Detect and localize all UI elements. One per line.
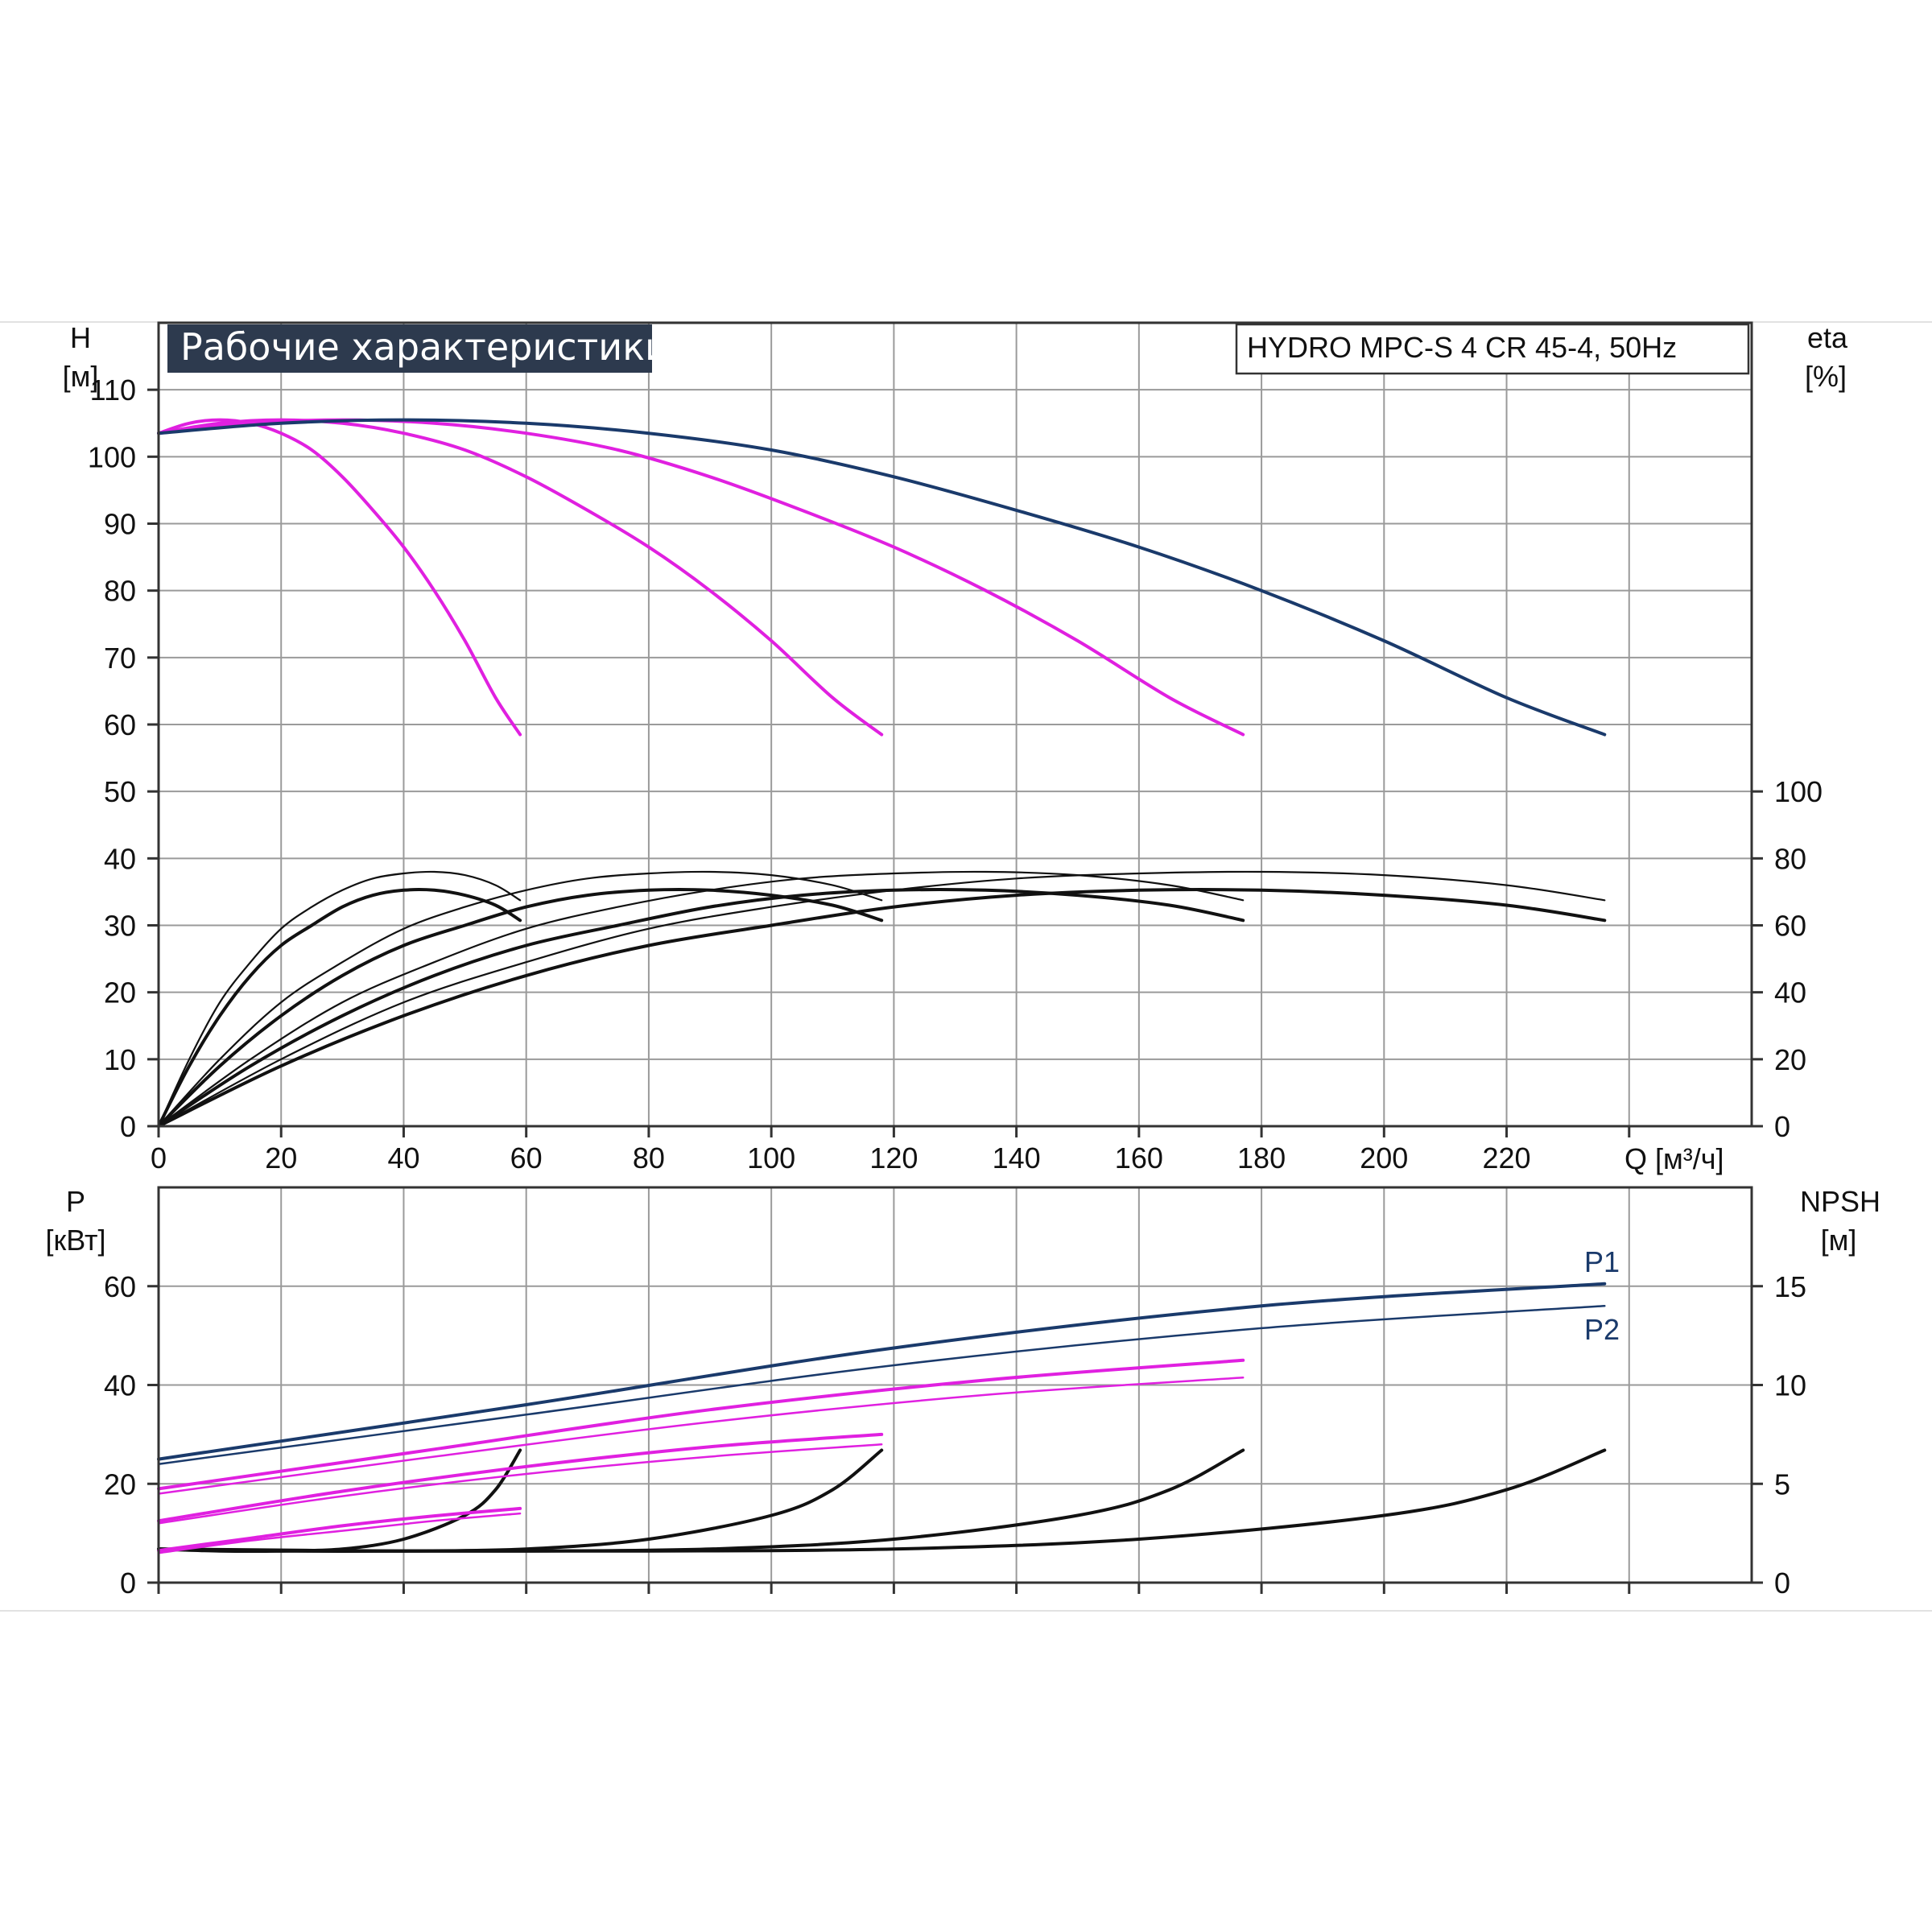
npsh-curve-4	[157, 1448, 1607, 1553]
npsh-tick-label: 15	[1774, 1270, 1806, 1303]
power-curve-p1-3	[157, 1358, 1245, 1491]
x-tick-label: 160	[1115, 1141, 1163, 1174]
series-label-p2: P2	[1584, 1313, 1620, 1346]
y-tick-label: 60	[104, 708, 136, 741]
power-curve-p1-1	[157, 1506, 522, 1553]
lower-ticks: 0 20 40 60 0 5 10 15	[104, 1270, 1806, 1600]
power-tick-label: 40	[104, 1369, 136, 1402]
efficiency-curve-2-lower	[157, 888, 884, 1128]
x-tick-label: 0	[151, 1141, 167, 1174]
power-curve-p2-2	[157, 1443, 883, 1525]
model-box: HYDRO MPC-S 4 CR 45-4, 50Hz	[1235, 323, 1750, 375]
efficiency-curve-1-lower	[157, 888, 522, 1128]
upper-curves	[157, 418, 1607, 1128]
efficiency-curve-1-upper	[157, 870, 522, 1128]
y-axis-symbol: H	[70, 321, 91, 354]
head-curve-4	[157, 418, 1607, 737]
head-curve-1	[157, 418, 522, 737]
power-curve-p2-1	[157, 1512, 522, 1554]
power-curve-p2-3	[157, 1377, 1245, 1495]
x-tick-label: 60	[510, 1141, 543, 1174]
y-tick-label: 0	[120, 1110, 136, 1143]
y2-tick-label: 80	[1774, 842, 1806, 875]
power-curve-p1-4	[157, 1282, 1607, 1461]
efficiency-curve-4-upper	[157, 870, 1606, 1128]
power-npsh-panel: 0 20 40 60 0 5 10 15 P [кВт] NPSH [м] P1 P2	[45, 1185, 1880, 1600]
power-curve-p2-4	[157, 1305, 1606, 1465]
y-tick-label: 20	[104, 976, 136, 1009]
power-axis-symbol: P	[66, 1185, 85, 1218]
y-tick-label: 70	[104, 642, 136, 675]
y-tick-label: 10	[104, 1043, 136, 1076]
npsh-tick-label: 5	[1774, 1468, 1790, 1501]
y2-tick-label: 0	[1774, 1110, 1790, 1143]
head-efficiency-panel: 0 20 40 60 80 100 120 140 160 180 200 2200102030405…	[63, 321, 1848, 1175]
y2-tick-label: 60	[1774, 910, 1806, 943]
npsh-tick-label: 0	[1774, 1567, 1790, 1600]
y2-tick-label: 20	[1774, 1043, 1806, 1076]
x-tick-label: 200	[1360, 1141, 1408, 1174]
x-tick-label: 180	[1237, 1141, 1286, 1174]
efficiency-curve-3-lower	[157, 888, 1245, 1128]
power-curve-p1-2	[157, 1432, 884, 1523]
y-tick-label: 50	[104, 775, 136, 808]
y-tick-label: 90	[104, 508, 136, 541]
head-curve-2	[157, 418, 884, 737]
x-tick-label: 120	[869, 1141, 918, 1174]
head-curve-3	[157, 418, 1245, 737]
title-badge-bg	[167, 324, 652, 373]
power-tick-label: 0	[120, 1567, 136, 1600]
x-tick-label: 100	[747, 1141, 795, 1174]
title-badge: Рабочие характеристики	[167, 324, 669, 373]
y-tick-label: 40	[104, 842, 136, 875]
npsh-axis-symbol: NPSH	[1800, 1185, 1880, 1218]
y2-axis-unit: [%]	[1805, 360, 1847, 393]
npsh-tick-label: 10	[1774, 1369, 1806, 1402]
x-tick-label: 140	[993, 1141, 1041, 1174]
x-tick-label: 40	[387, 1141, 419, 1174]
y-tick-label: 30	[104, 910, 136, 943]
x-axis-label: Q [м³/ч]	[1624, 1142, 1724, 1175]
chart-subtitle: HYDRO MPC-S 4 CR 45-4, 50Hz	[1247, 331, 1677, 364]
chart-title: Рабочие характеристики	[180, 325, 669, 369]
x-tick-label: 220	[1482, 1141, 1530, 1174]
npsh-axis-unit: [м]	[1821, 1224, 1857, 1257]
y-tick-label: 100	[88, 440, 136, 473]
y-tick-label: 110	[90, 374, 136, 407]
x-tick-label: 20	[265, 1141, 297, 1174]
efficiency-curve-2-upper	[157, 870, 883, 1128]
lower-curves	[157, 1282, 1607, 1554]
upper-ticks: 0 20 40 60 80 100 120 140 160 180 200 2200102030405…	[88, 374, 1823, 1174]
series-label-p1: P1	[1584, 1245, 1620, 1278]
lower-grid	[159, 1187, 1752, 1583]
y2-tick-label: 100	[1774, 775, 1823, 808]
power-axis-unit: [кВт]	[45, 1224, 105, 1257]
y2-tick-label: 40	[1774, 976, 1806, 1009]
npsh-curve-1	[157, 1448, 522, 1553]
power-tick-label: 60	[104, 1270, 136, 1303]
efficiency-curve-4-lower	[157, 888, 1607, 1128]
y-tick-label: 80	[104, 575, 136, 608]
x-tick-label: 80	[633, 1141, 665, 1174]
power-tick-label: 20	[104, 1468, 136, 1501]
y-axis-unit: [м]	[63, 360, 99, 393]
model-box-frame	[1235, 323, 1750, 375]
y2-axis-symbol: eta	[1807, 321, 1848, 354]
